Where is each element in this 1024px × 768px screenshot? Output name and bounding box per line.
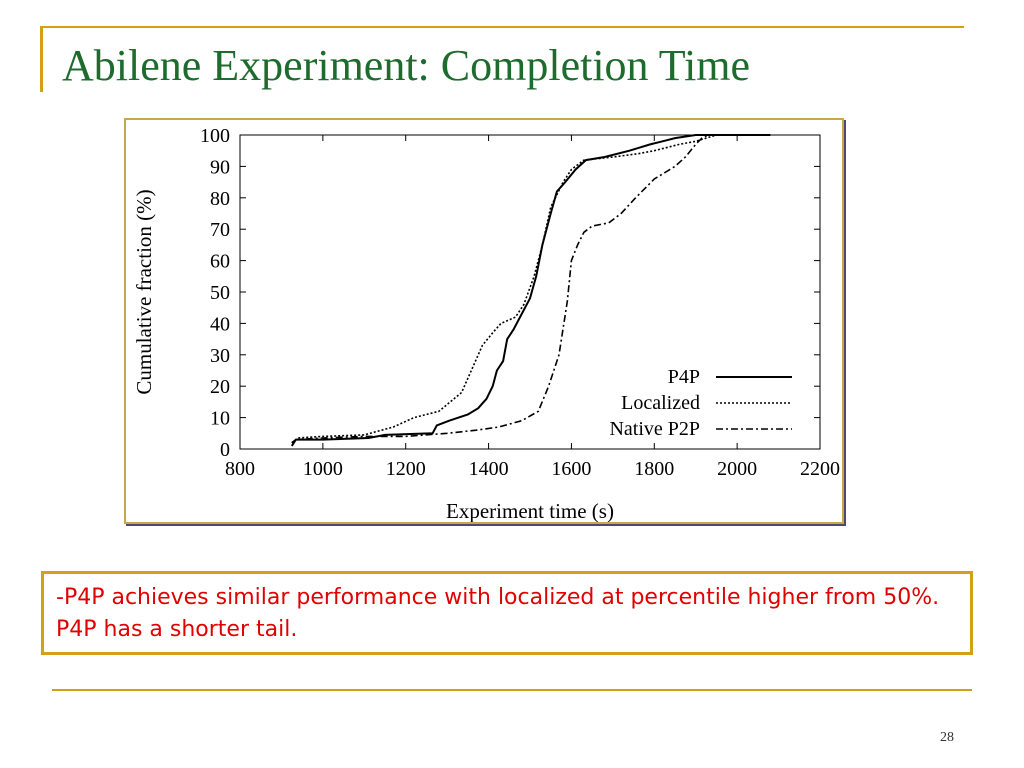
y-tick-label: 60 <box>210 251 230 273</box>
y-tick-label: 100 <box>200 125 230 147</box>
y-tick-label: 40 <box>210 313 230 335</box>
takeaway-note: -P4P achieves similar performance with l… <box>41 571 973 655</box>
x-tick-label: 1600 <box>551 458 591 480</box>
y-tick-label: 90 <box>210 156 230 178</box>
series-line-p4p <box>290 134 771 447</box>
top-rule <box>40 26 964 28</box>
y-tick-label: 50 <box>210 282 230 304</box>
title-accent-bar <box>40 26 43 92</box>
chart-frame: 800 1000 1200 1400 1600 1800 2000 2200 0 10 20 30 40… <box>124 118 844 524</box>
series-line-native-p2p <box>291 134 771 444</box>
legend: P4P Localized Native P2P <box>609 366 792 440</box>
y-tick-label: 80 <box>210 188 230 210</box>
series-line-localized <box>291 134 771 444</box>
x-tick-label: 800 <box>225 458 255 480</box>
y-tick-label: 20 <box>210 376 230 398</box>
y-tick-label: 30 <box>210 345 230 367</box>
footer-rule <box>52 689 972 691</box>
series <box>290 134 771 447</box>
takeaway-text: -P4P achieves similar performance with l… <box>56 585 940 642</box>
legend-label: Native P2P <box>609 418 700 440</box>
x-axis-label: Experiment time (s) <box>446 499 614 522</box>
x-tick-label: 2000 <box>717 458 757 480</box>
axes: 800 1000 1200 1400 1600 1800 2000 2200 0 10 20 30 40… <box>132 125 840 522</box>
y-tick-label: 0 <box>220 439 230 461</box>
slide-title: Abilene Experiment: Completion Time <box>62 41 751 90</box>
plot-border <box>239 134 821 450</box>
page-number: 28 <box>940 730 954 745</box>
y-tick-label: 70 <box>210 219 230 241</box>
legend-label: Localized <box>621 392 700 414</box>
cdf-chart: 800 1000 1200 1400 1600 1800 2000 2200 0 10 20 30 40… <box>132 125 840 522</box>
x-tick-label: 1800 <box>634 458 674 480</box>
x-tick-label: 2200 <box>800 458 840 480</box>
legend-label: P4P <box>668 366 700 388</box>
x-tick-label: 1400 <box>469 458 509 480</box>
x-tick-label: 1000 <box>303 458 343 480</box>
x-tick-label: 1200 <box>386 458 426 480</box>
y-axis-label: Cumulative fraction (%) <box>132 189 156 394</box>
y-tick-label: 10 <box>210 408 230 430</box>
